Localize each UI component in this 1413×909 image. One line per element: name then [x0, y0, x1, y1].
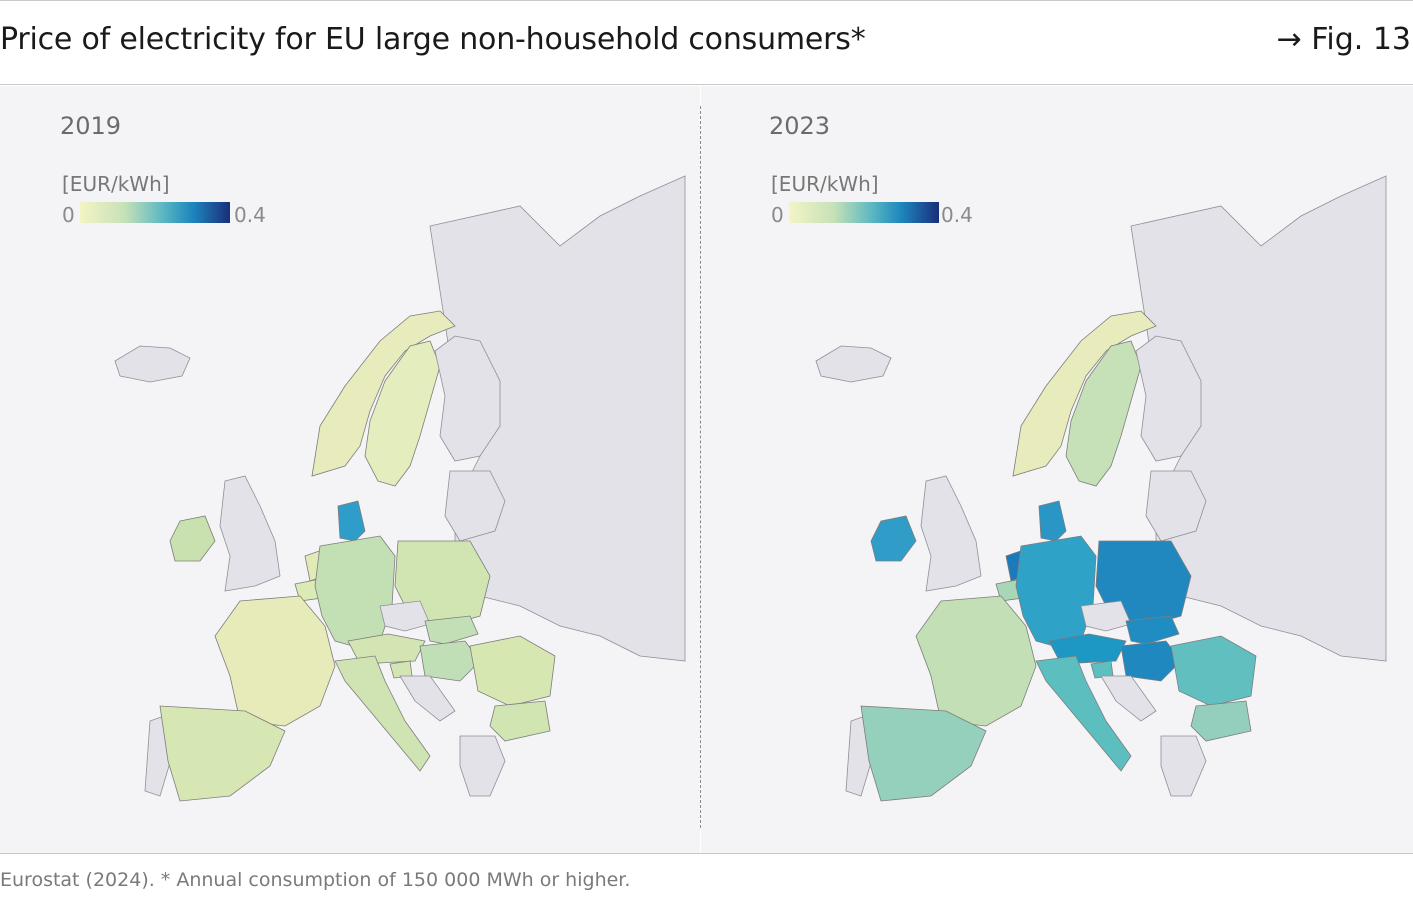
- europe-map-2023: [815, 175, 1387, 802]
- country-denmark: [337, 500, 366, 542]
- figure-reference-link[interactable]: → Fig. 13: [1276, 22, 1411, 57]
- country-spain: [159, 705, 286, 802]
- country-france: [214, 595, 336, 727]
- figure-title: Price of electricity for EU large non-ho…: [0, 22, 866, 57]
- country-bulgaria: [1190, 700, 1252, 742]
- country-hungary: [1120, 640, 1182, 682]
- country-slovenia: [389, 660, 413, 679]
- header-rule: [0, 84, 1413, 85]
- country-sweden: [364, 340, 441, 487]
- panel-divider: [700, 106, 701, 828]
- country-ireland: [169, 515, 216, 562]
- legend-min: 0: [62, 203, 75, 227]
- country-czechia: [379, 600, 431, 632]
- legend-max: 0.4: [234, 203, 266, 227]
- country-bulgaria: [489, 700, 551, 742]
- country-united-kingdom: [219, 475, 281, 592]
- country-croatia: [1100, 675, 1157, 722]
- country-greece: [459, 735, 506, 797]
- legend-color-scale: [80, 202, 230, 223]
- country-germany: [1015, 535, 1097, 649]
- country-france: [915, 595, 1037, 727]
- country-slovenia: [1090, 660, 1114, 679]
- legend-color-scale: [789, 202, 939, 223]
- country-germany: [314, 535, 396, 649]
- country-iceland: [815, 345, 892, 383]
- country-greece: [1160, 735, 1207, 797]
- country-baltics: [1145, 470, 1207, 542]
- country-czechia: [1080, 600, 1132, 632]
- legend-min: 0: [771, 203, 784, 227]
- country-spain: [860, 705, 987, 802]
- country-croatia: [399, 675, 456, 722]
- legend-unit: [EUR/kWh]: [771, 172, 879, 196]
- country-iceland: [114, 345, 191, 383]
- country-italy: [1035, 655, 1132, 772]
- country-denmark: [1038, 500, 1067, 542]
- country-norway: [311, 310, 456, 477]
- country-slovakia: [424, 615, 479, 645]
- source-note: Eurostat (2024). * Annual consumption of…: [0, 869, 631, 891]
- top-rule: [0, 0, 1413, 1]
- country-hungary: [419, 640, 481, 682]
- country-finland: [1135, 335, 1202, 462]
- country-italy: [334, 655, 431, 772]
- legend-max: 0.4: [941, 203, 973, 227]
- europe-map-2019: [114, 175, 686, 802]
- panel-year: 2023: [769, 112, 831, 140]
- country-baltics: [444, 470, 506, 542]
- country-ireland: [870, 515, 917, 562]
- footer-rule: [0, 853, 1413, 854]
- country-romania: [469, 635, 556, 707]
- map-panel-2019: 2019 [EUR/kWh] 0 0.4: [0, 86, 700, 853]
- country-romania: [1170, 635, 1257, 707]
- country-united-kingdom: [920, 475, 982, 592]
- country-slovakia: [1125, 615, 1180, 645]
- legend-unit: [EUR/kWh]: [62, 172, 170, 196]
- country-norway: [1012, 310, 1157, 477]
- country-sweden: [1065, 340, 1142, 487]
- country-finland: [434, 335, 501, 462]
- map-panel-2023: 2023 [EUR/kWh] 0 0.4: [701, 86, 1413, 853]
- panel-year: 2019: [60, 112, 122, 140]
